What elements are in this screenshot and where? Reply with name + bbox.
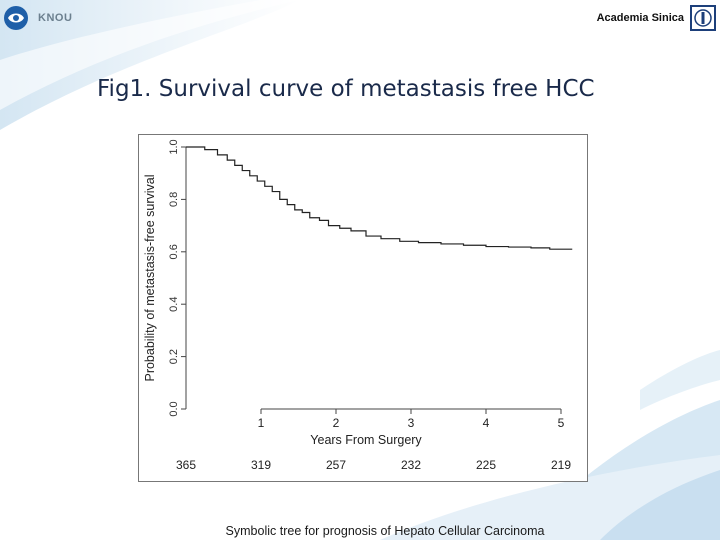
at-risk-count: 257 — [326, 458, 346, 472]
survival-curve — [186, 146, 573, 250]
at-risk-count: 232 — [401, 458, 421, 472]
at-risk-count: 319 — [251, 458, 271, 472]
institution-name: Academia Sinica — [596, 12, 684, 24]
x-tick-label: 5 — [558, 416, 565, 430]
at-risk-count: 365 — [176, 458, 196, 472]
y-tick-label: 1.0 — [168, 139, 180, 154]
y-tick-label: 0.4 — [168, 297, 180, 312]
academia-sinica-seal-icon — [690, 5, 716, 31]
header-right: Academia Sinica — [597, 4, 716, 32]
y-tick-label: 0.2 — [168, 349, 180, 364]
x-tick-label: 4 — [483, 416, 490, 430]
knou-logo-icon — [4, 6, 28, 30]
y-tick-label: 0.0 — [168, 401, 180, 416]
x-tick-label: 1 — [258, 416, 265, 430]
header-left: KNOU — [2, 4, 72, 32]
knou-brand-text: KNOU — [38, 12, 73, 24]
at-risk-count: 225 — [476, 458, 496, 472]
chart-frame: 0.0 0.2 0.4 0.6 0.8 1.0 1 2 3 4 5 Years From Surger… — [138, 134, 588, 482]
x-tick-label: 3 — [408, 416, 415, 430]
x-tick-label: 2 — [333, 416, 340, 430]
x-axis-title: Years From Surgery — [310, 433, 422, 447]
survival-chart: 0.0 0.2 0.4 0.6 0.8 1.0 1 2 3 4 5 Years From Surger… — [143, 139, 573, 472]
y-tick-label: 0.6 — [168, 244, 180, 259]
y-tick-label: 0.8 — [168, 192, 180, 207]
slide-title: Fig1. Survival curve of metastasis free … — [97, 76, 595, 102]
y-axis-title: Probability of metastasis-free survival — [143, 174, 157, 381]
slide-caption: Symbolic tree for prognosis of Hepato Ce… — [225, 524, 545, 538]
at-risk-count: 219 — [551, 458, 571, 472]
